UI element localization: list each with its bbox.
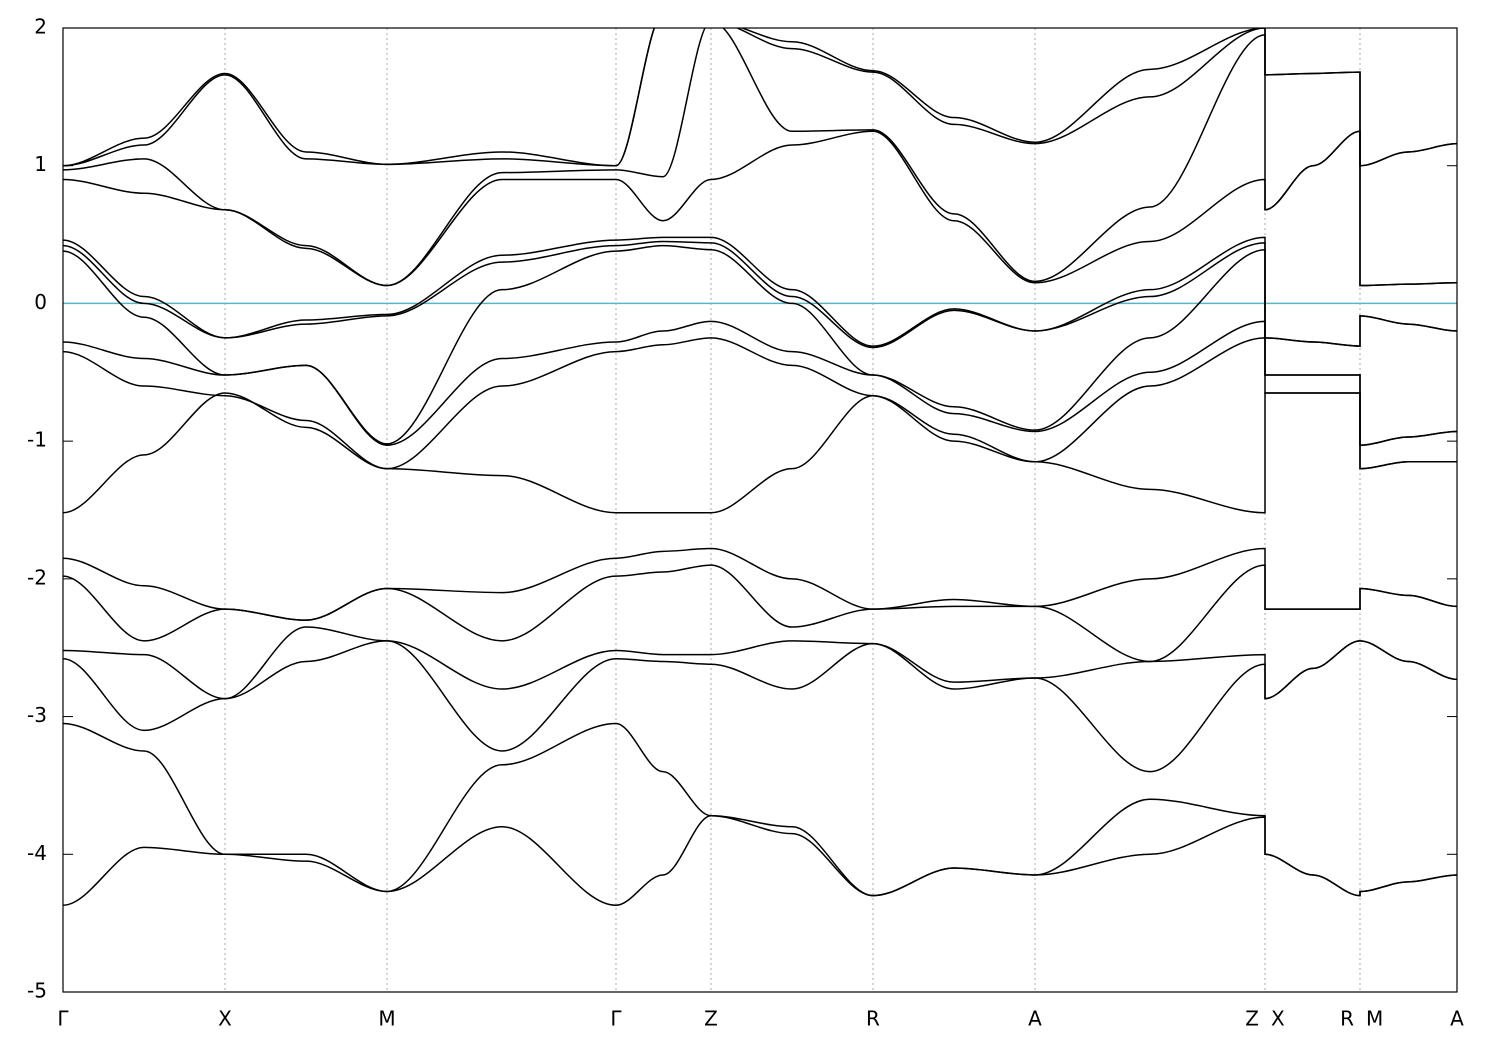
y-tick-label: -4 [27,841,47,865]
band-line [63,130,1457,287]
band-line [63,244,1457,447]
band-line [63,564,1457,663]
band-line [63,722,1457,897]
x-tick-label: X [1271,1007,1285,1031]
bands [63,28,1457,906]
x-tick-label: X [218,1007,232,1031]
x-tick-label: M [378,1007,395,1031]
plot-frame [62,27,1458,993]
y-tick-label: -5 [27,979,47,1003]
x-tick-label: Z [1245,1007,1259,1031]
x-tick-label: R [1340,1007,1354,1031]
y-tick-label: -2 [27,565,47,589]
band-line [63,547,1457,621]
band-line [63,626,1457,700]
y-tick-label: 2 [34,15,47,39]
y-tick-label: -3 [27,703,47,727]
x-tick-label: A [1450,1007,1464,1031]
y-tick-label: 0 [34,290,47,314]
x-tick-label: Γ [610,1007,622,1031]
y-tick-label: 1 [34,152,47,176]
x-tick-label: R [866,1007,880,1031]
x-tick-label: Z [704,1007,718,1031]
x-tick-label: A [1028,1007,1042,1031]
y-tick-label: -1 [27,428,47,452]
band-line [63,640,1457,773]
band-line [63,320,1457,447]
x-tick-label: Γ [57,1007,69,1031]
band-line [63,240,1457,349]
band-line [63,28,1457,167]
band-line [63,814,1457,906]
band-line [63,28,1457,287]
band-line [63,28,1457,167]
x-tick-label: M [1366,1007,1383,1031]
band-line [63,236,1457,347]
band-line [63,337,1457,470]
